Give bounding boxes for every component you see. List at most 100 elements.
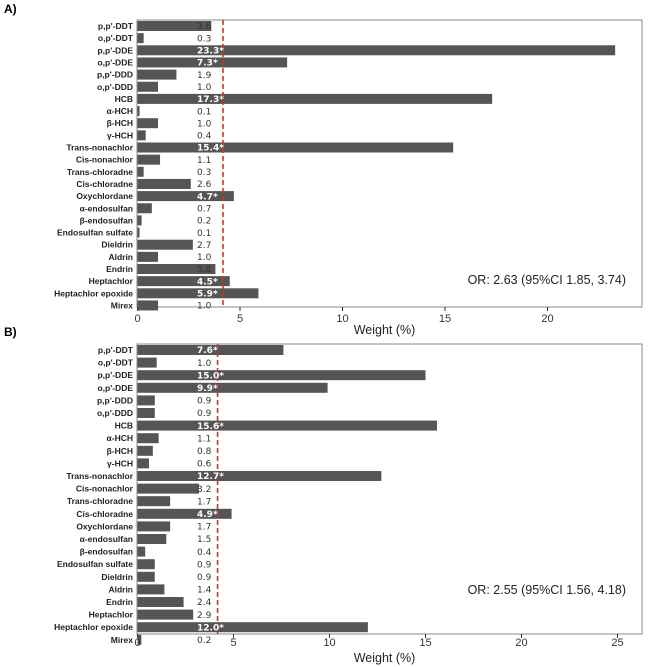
panel-b-category-label: Cis-nonachlor [76, 484, 134, 494]
panel-b-value-label: 15.0* [197, 371, 224, 381]
panel-b-bar [137, 597, 184, 607]
panel-b-bar [137, 408, 155, 418]
panel-b-category-label: p,p'-DDD [97, 395, 133, 405]
panel-a-value-label: 0.3 [197, 34, 211, 44]
panel-b-category-label: Endrin [106, 597, 133, 607]
panel-b-category-label: Endosulfan sulfate [57, 559, 133, 569]
panel-b-bar [137, 370, 426, 381]
panel-a-category-label: o,p'-DDD [97, 82, 133, 92]
panel-a-x-axis-title: Weight (%) [354, 323, 416, 337]
panel-a-category-label: p,p'-DDD [97, 70, 133, 80]
panel-b-category-label: Heptachlor epoxide [54, 622, 133, 632]
panel-a-category-label: Cis-nonachlor [76, 155, 134, 165]
panel-b-value-label: 1.5 [197, 535, 211, 545]
panel-a-bar [137, 57, 288, 68]
panel-b-value-label: 0.9 [197, 560, 212, 570]
panel-a-value-label: 15.4* [197, 144, 224, 154]
panel-a-value-label: 1.0 [197, 253, 212, 263]
panel-b-bar [137, 433, 159, 444]
panel-a-category-label: β-HCH [107, 118, 133, 128]
panel-a-value-label: 1.9 [197, 71, 212, 81]
panel-b-value-label: 12.7* [197, 472, 224, 482]
panel-b-bar [137, 483, 199, 494]
panel-b-category-label: p,p'-DDE [97, 370, 133, 380]
panel-b-category-label: Aldrin [108, 584, 133, 594]
panel-a-category-label: Mirex [111, 300, 133, 310]
panel-b-value-label: 9.9* [197, 384, 218, 394]
panel-b-value-label: 15.6* [197, 422, 224, 432]
panel-a-value-label: 1.0 [197, 83, 212, 93]
panel-a-category-label: Trans-nonachlor [66, 143, 133, 153]
panel-a-bar [137, 154, 161, 165]
panel-b-x-tick-label: 25 [611, 637, 623, 649]
panel-b-value-label: 0.4 [197, 548, 212, 558]
panel-a-bar [137, 276, 230, 287]
panel-b-category-label: Oxychlordane [76, 521, 133, 531]
panel-a-x-tick-label: 5 [237, 313, 243, 325]
panel-a-value-label: 4.5* [197, 277, 218, 287]
panel-b-value-label: 1.7 [197, 497, 211, 507]
panel-b-category-label: Cis-chloradne [76, 509, 133, 519]
panel-a-bar [137, 264, 216, 274]
panel-a-bar [137, 106, 140, 117]
panel-b-bar [137, 634, 142, 645]
panel-b-x-tick-label: 10 [323, 637, 335, 649]
panel-a-value-label: 17.3* [197, 95, 224, 105]
panel-b-category-label: Dieldrin [101, 572, 133, 582]
panel-a-category-label: Trans-chloradne [67, 167, 133, 177]
panel-b-category-label: α-HCH [107, 433, 133, 443]
panel-b-category-label: α-endosulfan [80, 534, 133, 544]
panel-b-bar [137, 622, 368, 633]
panel-b-x-tick-label: 5 [230, 637, 236, 649]
panel-b-value-label: 7.6* [197, 346, 218, 356]
panel-b-bar [137, 458, 150, 469]
panel-b-category-label: Heptachlor [89, 610, 134, 620]
panel-a-category-label: o,p'-DDT [98, 33, 134, 43]
panel-b-value-label: 2.4 [197, 598, 212, 608]
panel-b-x-tick-label: 20 [515, 637, 527, 649]
panel-a-category-label: Endosulfan sulfate [57, 228, 133, 238]
panel-b-category-label: o,p'-DDD [97, 408, 133, 418]
panel-a-x-tick-label: 15 [439, 313, 451, 325]
panel-a-bar [137, 288, 259, 299]
panel-a-value-label: 0.4 [197, 132, 212, 142]
panel-b-bar [137, 445, 153, 456]
panel-b-bar [137, 395, 155, 406]
panel-b-value-label: 1.0 [197, 359, 212, 369]
panel-b-bar [137, 496, 171, 507]
panel-a-x-tick-label: 10 [336, 313, 348, 325]
panel-b-bar [137, 345, 284, 355]
panel-a-or-annotation: OR: 2.63 (95%CI 1.85, 3.74) [468, 273, 626, 287]
panel-a-bar [137, 300, 158, 311]
panel-b-category-label: Trans-nonachlor [66, 471, 133, 481]
panel-b-bar [137, 471, 382, 481]
panel-b-value-label: 1.1 [197, 434, 211, 444]
panel-b-x-tick-label: 0 [134, 637, 140, 649]
panel-a-bar [137, 118, 158, 129]
panel-a-bar [137, 215, 142, 226]
panel-a-bar [137, 166, 144, 177]
panel-a-category-label: Endrin [106, 264, 133, 274]
panel-b-value-label: 0.9 [197, 573, 212, 583]
panel-b-bar [137, 584, 165, 595]
panel-a-category-label: β-endosulfan [80, 215, 133, 225]
panel-a-bar [137, 178, 191, 189]
panel-a-value-label: 0.1 [197, 107, 211, 117]
panel-a-value-label: 1.0 [197, 119, 212, 129]
panel-a-category-label: Cis-chloradne [76, 179, 133, 189]
panel-a-value-label: 2.7 [197, 241, 211, 251]
panel-a-category-label: Heptachlor epoxide [54, 288, 133, 298]
panel-b-category-label: β-HCH [107, 446, 133, 456]
panel-a-bar [137, 130, 146, 141]
panel-a-bar [137, 227, 140, 238]
panel-a-bar [137, 142, 454, 153]
panel-b-value-label: 0.9 [197, 397, 212, 407]
panel-a-x-tick-label: 0 [134, 313, 140, 325]
panel-a-bar [137, 21, 212, 31]
panel-a-value-label: 0.1 [197, 229, 211, 239]
panel-a-value-label: 4.7* [197, 192, 218, 202]
panel-a-category-label: Aldrin [108, 252, 133, 262]
panel-b-category-label: o,p'-DDT [98, 358, 134, 368]
panel-a-category-label: p,p'-DDT [98, 21, 134, 31]
